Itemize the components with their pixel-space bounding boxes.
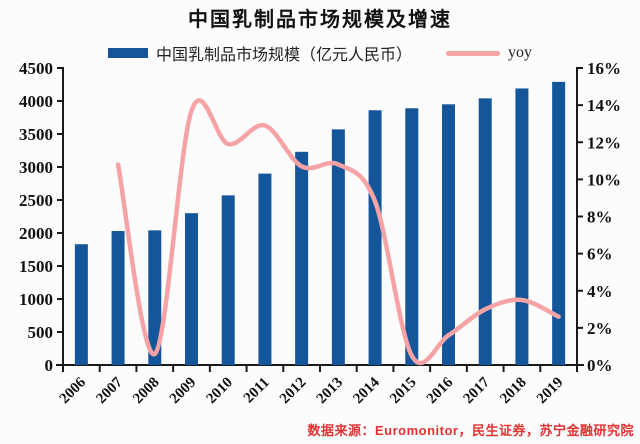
right-tick-label: 0% (587, 356, 613, 375)
bar-2009 (185, 213, 198, 365)
left-tick-label: 3500 (19, 125, 53, 144)
x-label-2008: 2008 (130, 375, 163, 408)
bar-2012 (295, 151, 309, 365)
left-tick-label: 2000 (19, 224, 53, 243)
x-label-2011: 2011 (241, 375, 273, 407)
left-tick-label: 4000 (19, 92, 53, 111)
source-note: 数据来源：Euromonitor，民生证券，苏宁金融研究院 (307, 423, 634, 438)
left-tick-label: 1500 (19, 257, 53, 276)
bar-2006 (74, 244, 88, 365)
bar-2018 (515, 88, 529, 366)
chart-title: 中国乳制品市场规模及增速 (188, 9, 452, 31)
x-label-2019: 2019 (534, 375, 567, 408)
x-label-2015: 2015 (387, 375, 420, 408)
right-tick-label: 4% (587, 282, 613, 301)
line-series-swatch (446, 50, 500, 56)
bar-2007 (111, 231, 125, 365)
x-label-2010: 2010 (204, 375, 237, 408)
bar-2013 (331, 129, 345, 365)
left-tick-label: 4500 (19, 59, 53, 78)
left-tick-label: 500 (28, 323, 54, 342)
bar-2016 (442, 104, 455, 366)
right-tick-label: 12% (587, 133, 621, 152)
x-label-2007: 2007 (93, 374, 126, 407)
x-label-2009: 2009 (167, 375, 200, 408)
right-tick-label: 14% (587, 96, 621, 115)
right-tick-label: 2% (587, 319, 613, 338)
legend-item-yoy: yoy (446, 44, 532, 62)
left-tick-label: 1000 (19, 290, 53, 309)
bar-2008 (148, 230, 162, 365)
x-label-2017: 2017 (461, 374, 494, 407)
bar-2011 (258, 173, 272, 365)
x-label-2013: 2013 (314, 375, 347, 408)
bar-2010 (221, 195, 235, 365)
legend: 中国乳制品市场规模（亿元人民币） yoy (0, 41, 640, 65)
right-tick-label: 6% (587, 245, 613, 264)
left-tick-label: 0 (45, 356, 54, 375)
left-tick-label: 2500 (19, 191, 53, 210)
legend-label-yoy: yoy (508, 44, 532, 61)
bar-2017 (478, 98, 492, 366)
x-label-2012: 2012 (277, 375, 310, 408)
legend-label-market-size: 中国乳制品市场规模（亿元人民币） (155, 47, 412, 64)
x-label-2014: 2014 (350, 374, 383, 407)
right-tick-label: 10% (587, 170, 621, 189)
x-label-2018: 2018 (497, 375, 530, 408)
right-tick-label: 16% (587, 59, 621, 78)
yoy-line (115, 98, 561, 366)
x-label-2006: 2006 (57, 374, 90, 407)
left-tick-label: 3000 (19, 158, 53, 177)
bar-2014 (368, 110, 382, 366)
legend-item-market-size: 中国乳制品市场规模（亿元人民币） (107, 41, 412, 65)
bar-series-swatch (107, 48, 148, 58)
x-label-2016: 2016 (424, 374, 457, 407)
right-tick-label: 8% (587, 208, 613, 227)
bar-2015 (405, 108, 419, 365)
bar-2019 (552, 81, 566, 366)
